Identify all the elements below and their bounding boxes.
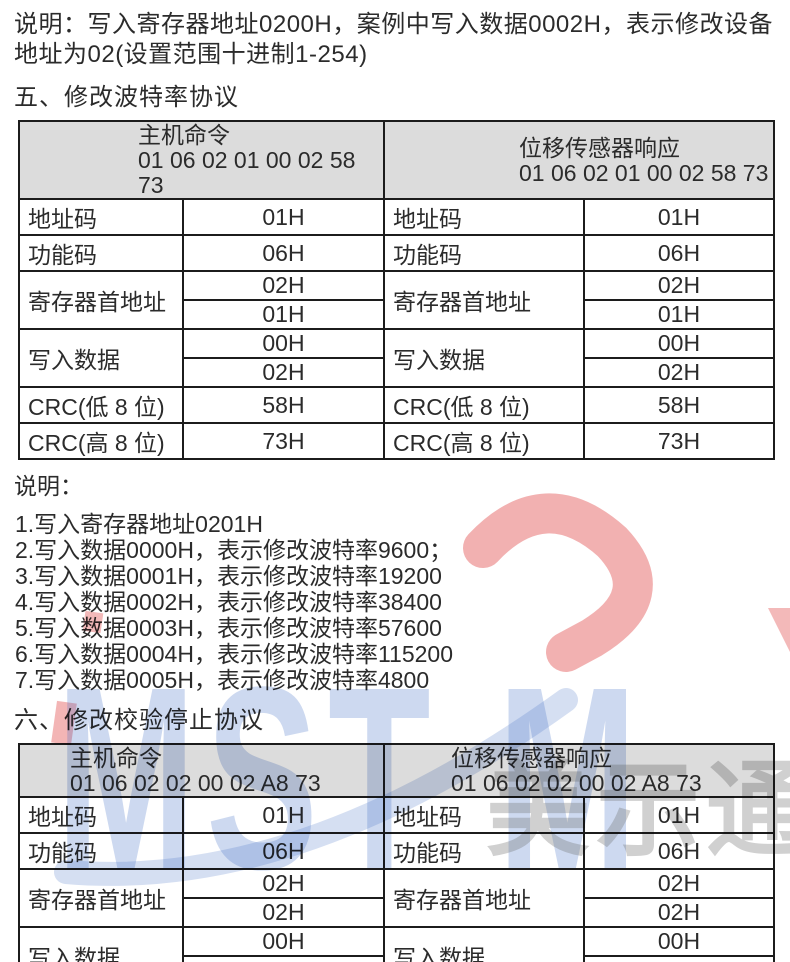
crc-high-label: CRC(高 8 位) — [383, 422, 585, 460]
crc-high-value: 73H — [583, 422, 775, 460]
parity-stop-protocol-table: 主机命令 01 06 02 02 00 02 A8 73 位移传感器响应 01 … — [18, 743, 775, 962]
data-label: 写入数据 — [383, 926, 585, 962]
baud-rate-protocol-table: 主机命令 01 06 02 01 00 02 58 73 位移传感器响应 01 … — [18, 120, 775, 460]
note-item: 4.写入数据0002H，表示修改波特率38400 — [15, 589, 442, 615]
data-label: 写入数据 — [383, 328, 585, 388]
table-row: 寄存器首地址 02H 寄存器首地址 02H — [18, 868, 775, 928]
data-label: 写入数据 — [18, 328, 184, 388]
crc-low-value: 58H — [182, 386, 385, 424]
addr-value: 01H — [583, 198, 775, 236]
sensor-response-header: 位移传感器响应 01 06 02 02 00 02 A8 73 — [383, 743, 775, 798]
table-row: CRC(高 8 位) 73H CRC(高 8 位) 73H — [18, 422, 775, 460]
reg-byte1: 02H — [182, 270, 385, 301]
table-row: 01H 01H — [19, 299, 775, 330]
reg-byte2: 01H — [583, 299, 775, 330]
reg-byte2: 02H — [583, 897, 775, 928]
sensor-response-bytes: 01 06 02 02 00 02 A8 73 — [451, 770, 702, 796]
addr-label: 地址码 — [18, 796, 184, 834]
section6-heading: 六、修改校验停止协议 — [14, 707, 264, 734]
data-byte1: 00H — [583, 926, 775, 957]
sensor-response-bytes: 01 06 02 01 00 02 58 73 — [519, 159, 769, 186]
notes-title: 说明： — [14, 473, 83, 499]
table-row: 02H 02H — [19, 897, 775, 928]
host-command-title: 主机命令 — [70, 745, 162, 771]
host-command-header: 主机命令 01 06 02 01 00 02 58 73 — [18, 120, 385, 200]
reg-label: 寄存器首地址 — [383, 868, 585, 928]
table-row: 02H 02H — [19, 357, 775, 388]
reg-byte1: 02H — [182, 868, 385, 899]
addr-label: 地址码 — [383, 796, 585, 834]
addr-value: 01H — [583, 796, 775, 834]
table-row: 功能码 06H 功能码 06H — [18, 832, 775, 870]
sensor-response-title: 位移传感器响应 — [519, 134, 680, 161]
reg-byte2: 02H — [182, 897, 385, 928]
func-label: 功能码 — [18, 832, 184, 870]
func-label: 功能码 — [18, 234, 184, 272]
baud-rate-notes-list: 1.写入寄存器地址0201H 2.写入数据0000H，表示修改波特率9600； … — [15, 511, 778, 693]
func-label: 功能码 — [383, 832, 585, 870]
data-byte2: 02H — [182, 357, 385, 388]
note-item: 3.写入数据0001H，表示修改波特率19200 — [15, 563, 442, 589]
crc-low-label: CRC(低 8 位) — [18, 386, 184, 424]
table-header-row: 主机命令 01 06 02 02 00 02 A8 73 位移传感器响应 01 … — [18, 743, 775, 798]
data-byte2: 02H — [583, 357, 775, 388]
sensor-response-header: 位移传感器响应 01 06 02 01 00 02 58 73 — [383, 120, 775, 200]
note-item: 5.写入数据0003H，表示修改波特率57600 — [15, 615, 442, 641]
crc-high-label: CRC(高 8 位) — [18, 422, 184, 460]
addr-label: 地址码 — [18, 198, 184, 236]
func-value: 06H — [583, 234, 775, 272]
table-row: 地址码 01H 地址码 01H — [18, 198, 775, 236]
host-command-header: 主机命令 01 06 02 02 00 02 A8 73 — [18, 743, 385, 798]
func-value: 06H — [182, 234, 385, 272]
note-item: 1.写入寄存器地址0201H — [15, 511, 263, 537]
reg-byte1: 02H — [583, 868, 775, 899]
data-byte2: 02H — [583, 955, 775, 962]
addr-value: 01H — [182, 796, 385, 834]
data-byte2: 02H — [182, 955, 385, 962]
table-row: 寄存器首地址 02H 寄存器首地址 02H — [18, 270, 775, 330]
host-command-bytes: 01 06 02 02 00 02 A8 73 — [70, 770, 321, 796]
note-item: 2.写入数据0000H，表示修改波特率9600； — [15, 537, 453, 563]
host-command-title: 主机命令 — [138, 122, 230, 148]
func-label: 功能码 — [383, 234, 585, 272]
table-row: 写入数据 00H 写入数据 00H — [18, 328, 775, 388]
reg-label: 寄存器首地址 — [18, 868, 184, 928]
table-row: CRC(低 8 位) 58H CRC(低 8 位) 58H — [18, 386, 775, 424]
data-byte1: 00H — [182, 926, 385, 957]
table-row: 功能码 06H 功能码 06H — [18, 234, 775, 272]
reg-byte1: 02H — [583, 270, 775, 301]
reg-label: 寄存器首地址 — [383, 270, 585, 330]
table-row: 地址码 01H 地址码 01H — [18, 796, 775, 834]
sensor-response-title: 位移传感器响应 — [451, 745, 612, 771]
note-item: 7.写入数据0005H，表示修改波特率4800 — [15, 667, 430, 693]
reg-byte2: 01H — [182, 299, 385, 330]
data-byte1: 00H — [583, 328, 775, 359]
crc-low-label: CRC(低 8 位) — [383, 386, 585, 424]
addr-label: 地址码 — [383, 198, 585, 236]
table-row: 写入数据 00H 写入数据 00H — [18, 926, 775, 962]
data-byte1: 00H — [182, 328, 385, 359]
data-label: 写入数据 — [18, 926, 184, 962]
reg-label: 寄存器首地址 — [18, 270, 184, 330]
func-value: 06H — [583, 832, 775, 870]
section5-heading: 五、修改波特率协议 — [14, 84, 239, 111]
intro-text: 说明：写入寄存器地址0200H，案例中写入数据0002H，表示修改设备地址为02… — [14, 11, 773, 68]
host-command-bytes: 01 06 02 01 00 02 58 73 — [138, 147, 356, 198]
func-value: 06H — [182, 832, 385, 870]
table-header-row: 主机命令 01 06 02 01 00 02 58 73 位移传感器响应 01 … — [18, 120, 775, 200]
crc-low-value: 58H — [583, 386, 775, 424]
crc-high-value: 73H — [182, 422, 385, 460]
note-item: 6.写入数据0004H，表示修改波特率115200 — [15, 641, 453, 667]
table-row: 02H 02H — [19, 955, 775, 962]
addr-value: 01H — [182, 198, 385, 236]
